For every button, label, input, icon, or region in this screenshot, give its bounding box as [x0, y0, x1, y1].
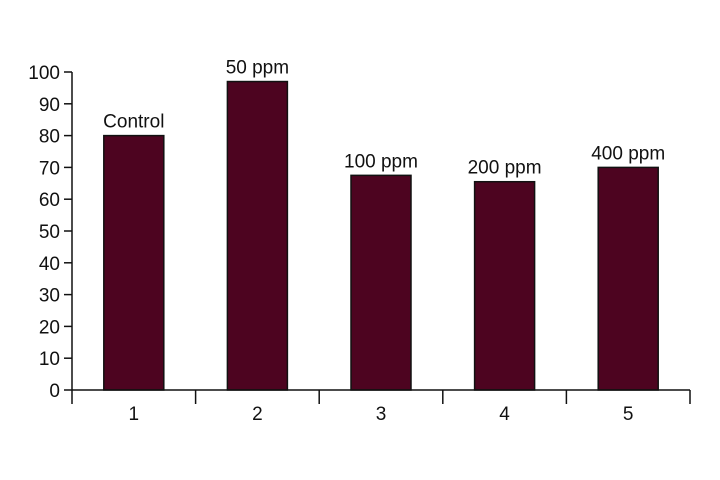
bar-label-5: 400 ppm: [591, 143, 665, 164]
x-tick-label-2: 2: [252, 404, 263, 425]
bar-label-4: 200 ppm: [468, 158, 542, 179]
bar-5: [597, 166, 659, 391]
bar-label-1: Control: [103, 112, 164, 133]
y-tick-label-90: 90: [39, 95, 60, 116]
y-tick-label-40: 40: [39, 254, 60, 275]
bar-2: [226, 80, 289, 391]
bar-label-3: 100 ppm: [344, 151, 418, 172]
y-tick-label-0: 0: [49, 381, 60, 402]
bars: [103, 80, 659, 391]
y-tick-label-20: 20: [39, 317, 60, 338]
x-tick-label-5: 5: [623, 404, 634, 425]
bar-3: [350, 174, 412, 391]
bar-4: [473, 180, 536, 391]
y-tick-label-100: 100: [28, 63, 60, 84]
x-tick-label-4: 4: [499, 404, 510, 425]
y-tick-label-50: 50: [39, 222, 60, 243]
y-tick-label-10: 10: [39, 349, 60, 370]
y-tick-label-60: 60: [39, 190, 60, 211]
x-tick-label-3: 3: [376, 404, 387, 425]
y-tick-label-30: 30: [39, 286, 60, 307]
axes: [64, 71, 691, 404]
y-tick-label-70: 70: [39, 158, 60, 179]
y-tick-label-80: 80: [39, 127, 60, 148]
x-tick-label-1: 1: [129, 404, 140, 425]
bar-1: [103, 134, 165, 391]
bar-label-2: 50 ppm: [226, 58, 289, 79]
